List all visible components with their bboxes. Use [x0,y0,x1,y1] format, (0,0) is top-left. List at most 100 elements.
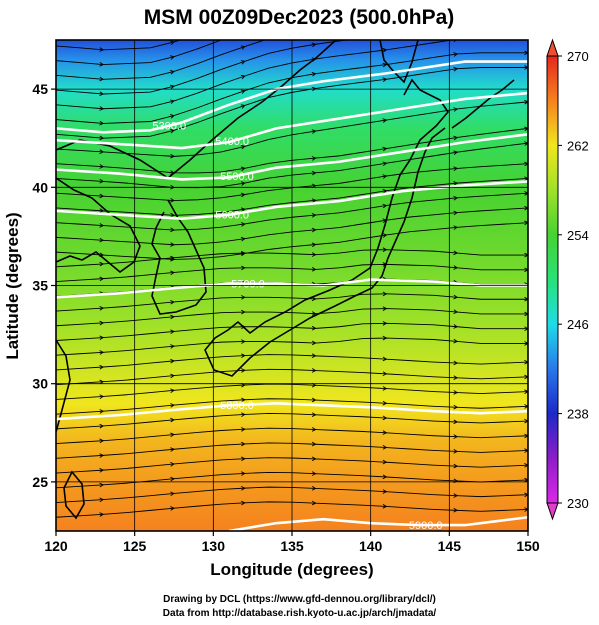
streamline-arrow [453,40,457,42]
streamline-arrow [240,471,246,476]
streamline-arrow [170,99,175,104]
streamline-arrow [311,456,317,462]
streamline-arrow [170,476,175,482]
streamline-arrow [524,21,528,25]
colorbar-tick-label: 230 [567,496,589,511]
y-tick-label: 45 [32,81,48,97]
streamline-arrow [524,477,528,483]
streamline-arrow [311,42,317,48]
streamline-arrow [99,482,105,488]
chart-title: MSM 00Z09Dec2023 (500.0hPa) [144,6,455,29]
colorbar-tick-label: 254 [567,228,589,243]
streamline-arrow [311,485,317,491]
streamline-arrow [524,341,528,346]
streamline-arrow [241,31,245,35]
streamline-arrow [99,76,105,82]
contour-label: 5500.0 [220,171,254,183]
colorbar-body [546,55,559,504]
streamline-arrow [453,150,459,155]
contour-label: 5700.0 [231,279,265,291]
streamline-arrow [240,441,246,447]
streamline-arrow [453,195,459,201]
streamline-arrow [240,485,246,491]
contour-line [56,278,528,299]
streamline-arrow [170,491,175,497]
streamline-arrow [170,373,175,379]
streamline-arrow [524,326,528,332]
streamline-arrow [99,453,105,458]
streamline-arrow [241,324,246,330]
streamline-arrow [524,191,528,196]
streamline-arrow [382,174,388,179]
streamline-arrow [524,448,528,453]
streamline-arrow [170,128,175,134]
streamline-arrow [99,512,105,517]
streamline-arrow [311,252,317,257]
streamline-arrow [240,45,246,50]
streamline-arrow [311,227,317,233]
streamline-arrow [170,55,175,60]
streamline-arrow [99,468,105,473]
streamline-arrow [99,252,105,258]
streamline-arrow [170,242,175,247]
streamline-arrow [311,412,317,417]
streamline-arrow [382,262,388,267]
streamline-arrow [99,320,105,326]
streamline-arrow [382,503,388,509]
x-tick-label: 125 [123,538,147,554]
streamline-arrow [453,309,459,315]
streamline-arrow [170,314,175,320]
streamline-arrow [524,433,528,439]
streamline-arrow [453,66,459,72]
streamline-arrow [524,374,528,380]
streamline-arrow [170,212,175,218]
streamline-arrow [453,338,459,344]
streamline-arrow [311,129,317,134]
streamline-arrow [311,71,317,77]
x-tick-label: 140 [359,538,383,554]
streamline-arrow [311,311,317,316]
streamline-arrow [170,447,175,452]
streamline-arrow [240,74,246,80]
streamline-arrow [241,295,246,300]
streamline-arrow [311,427,317,432]
streamline-arrow [453,463,459,469]
streamline-arrow [311,353,317,359]
streamline-arrow [240,181,246,186]
streamline-arrow [382,459,388,465]
streamline-arrow [524,176,528,181]
streamline-arrow [99,178,105,184]
streamline-arrow [524,220,528,226]
streamline-arrow [382,62,388,68]
streamline-arrow [99,91,105,97]
streamline-arrow [453,210,459,216]
streamline-arrow [453,419,459,425]
streamline-arrow [524,126,528,132]
streamline-arrow [170,299,175,305]
streamline-arrow [382,291,388,297]
streamline-arrow [240,144,246,150]
streamline-arrow [311,156,317,161]
streamline-arrow [170,40,175,46]
coastline-china [56,177,141,274]
streamline-arrow [524,99,528,105]
x-tick-label: 150 [516,538,540,554]
streamline-arrow [240,368,246,373]
streamline-arrow [453,434,459,439]
streamline-arrow [170,329,175,335]
streamline-arrow [99,497,105,503]
contour-label: 5400.0 [215,136,249,148]
streamline-arrow [241,339,246,344]
streamline-arrow [382,335,388,341]
streamline-arrow [382,400,388,406]
streamline-arrow [240,104,246,109]
streamline-arrow [453,52,459,57]
streamline-arrow [311,57,317,62]
streamline-arrow [170,461,175,467]
streamline-arrow [99,261,105,267]
colorbar-tick-label: 246 [567,317,589,332]
streamline-arrow [453,507,459,513]
streamline-arrow [99,106,105,111]
streamline-arrow [99,350,105,355]
